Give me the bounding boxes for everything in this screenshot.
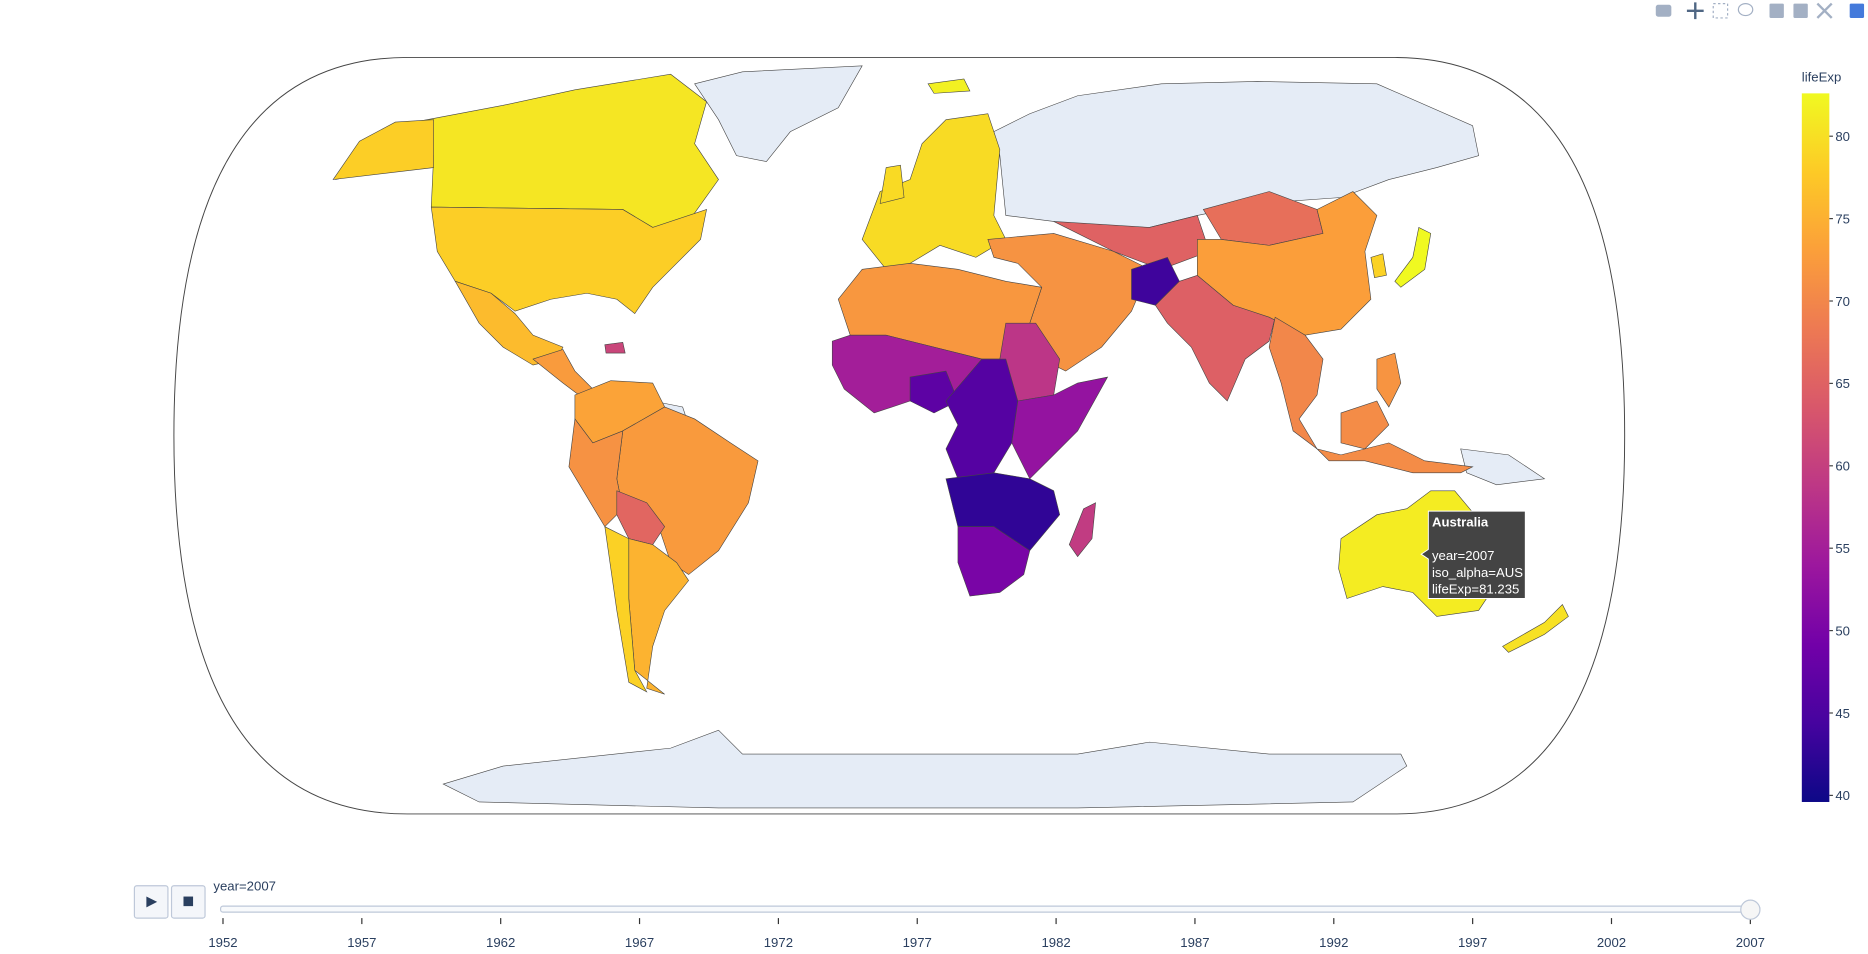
region[interactable] xyxy=(1155,274,1276,402)
stop-icon xyxy=(183,896,194,907)
slider-step-label[interactable]: 2007 xyxy=(1736,935,1765,950)
slider-handle[interactable] xyxy=(1740,899,1761,920)
map[interactable] xyxy=(173,56,1626,815)
slider-step-label[interactable]: 2002 xyxy=(1597,935,1626,950)
region[interactable] xyxy=(1340,400,1390,450)
select-button[interactable] xyxy=(1712,2,1729,19)
camera-button[interactable] xyxy=(1655,4,1672,17)
slider-step-label[interactable]: 1977 xyxy=(903,935,932,950)
play-icon xyxy=(146,896,158,908)
hover-line: year=2007 xyxy=(1432,548,1495,563)
colorbar-title: lifeExp xyxy=(1802,69,1842,84)
slider-step-label[interactable]: 1952 xyxy=(208,935,237,950)
pan-button[interactable] xyxy=(1686,2,1704,20)
lasso-button[interactable] xyxy=(1737,2,1754,17)
slider-step-label[interactable]: 1987 xyxy=(1180,935,1209,950)
slider-step-label[interactable]: 1982 xyxy=(1041,935,1070,950)
colorbar-tick-label: 70 xyxy=(1835,294,1850,309)
colorbar-gradient xyxy=(1801,93,1830,802)
zoom-in-button[interactable] xyxy=(1769,3,1784,18)
region[interactable] xyxy=(1197,191,1378,336)
hover-line: lifeExp=81.235 xyxy=(1432,582,1519,597)
colorbar: 40 45 50 55 60 65 70 75 80 xyxy=(1801,93,1850,803)
colorbar-tick-label: 80 xyxy=(1835,129,1850,144)
region[interactable] xyxy=(1068,502,1096,558)
hover-label: Australia year=2007 iso_alpha=AUS lifeEx… xyxy=(1420,510,1526,599)
colorbar-tick-label: 60 xyxy=(1835,459,1850,474)
slider-step-label[interactable]: 1962 xyxy=(486,935,515,950)
slider-step-label[interactable]: 1967 xyxy=(625,935,654,950)
region[interactable] xyxy=(945,472,1061,552)
region[interactable] xyxy=(332,119,434,180)
hover-line: iso_alpha=AUS xyxy=(1432,565,1523,580)
modebar xyxy=(1655,2,1865,20)
region[interactable] xyxy=(879,164,905,204)
slider-step-label[interactable]: 1972 xyxy=(764,935,793,950)
region[interactable] xyxy=(1376,352,1402,408)
region[interactable] xyxy=(1370,253,1387,279)
colorbar-tick-label: 50 xyxy=(1835,623,1850,638)
colorbar-tick-label: 65 xyxy=(1835,376,1850,391)
region[interactable] xyxy=(957,526,1031,597)
region[interactable] xyxy=(909,370,959,414)
region[interactable] xyxy=(1268,316,1324,450)
region[interactable] xyxy=(604,342,626,354)
region[interactable] xyxy=(927,78,971,94)
plotly-logo[interactable] xyxy=(1849,3,1865,18)
colorbar-tick-label: 55 xyxy=(1835,541,1850,556)
hover-title: Australia xyxy=(1432,515,1489,530)
slider-step-label[interactable]: 1957 xyxy=(347,935,376,950)
region[interactable] xyxy=(945,358,1019,480)
region[interactable] xyxy=(1502,603,1569,653)
region[interactable] xyxy=(1011,376,1109,480)
region[interactable] xyxy=(861,113,1007,270)
hover-box xyxy=(1420,510,1526,599)
slider-track[interactable] xyxy=(219,905,1761,913)
slider-step-label[interactable]: 1992 xyxy=(1319,935,1348,950)
region[interactable] xyxy=(604,526,648,693)
land-no-data xyxy=(694,65,863,162)
land-no-data xyxy=(442,729,1408,809)
zoom-out-button[interactable] xyxy=(1793,3,1808,18)
colorbar-tick-label: 75 xyxy=(1835,211,1850,226)
reset-button[interactable] xyxy=(1816,2,1833,19)
colorbar-tick-label: 40 xyxy=(1835,788,1850,803)
slider-step-label[interactable]: 1997 xyxy=(1458,935,1487,950)
slider[interactable]: year=2007 1952 1957 1962 1967 1972 1977 1982 19… xyxy=(133,879,1765,950)
colorbar-tick-label: 45 xyxy=(1835,706,1850,721)
region[interactable] xyxy=(1394,226,1432,288)
slider-current-value: year=2007 xyxy=(213,879,276,894)
